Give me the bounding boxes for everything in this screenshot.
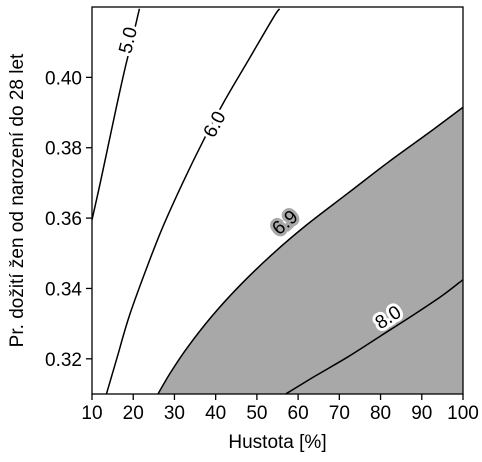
shaded-region [157,107,463,394]
plot-frame [91,6,464,395]
contour-line-6-0 [105,8,281,394]
y-tick-label: 0.36 [45,209,82,230]
x-tick-label: 20 [123,403,144,424]
y-tick-label: 0.32 [45,350,82,371]
x-tick-label: 90 [411,403,432,424]
x-tick-label: 60 [288,403,309,424]
contour-line-8-0 [285,279,463,394]
contour-line-5-0 [92,8,141,221]
contour-label-6-0: 6.0 [200,108,231,141]
x-tick-label: 10 [81,403,102,424]
x-tick-label: 50 [246,403,267,424]
y-axis: 0.32 0.34 0.36 0.38 0.40 [45,68,92,371]
x-tick-label: 70 [329,403,350,424]
x-axis-title: Hustota [%] [228,432,326,453]
x-tick-label: 100 [447,403,479,424]
x-tick-label: 40 [205,403,226,424]
x-tick-label: 80 [370,403,391,424]
contour-lines-layer [92,8,463,394]
y-tick-label: 0.38 [45,139,82,160]
y-tick-label: 0.40 [45,68,82,89]
y-tick-label: 0.34 [45,279,82,300]
shaded-region-layer [157,107,463,394]
y-axis-title: Pr. dožití žen od narození do 28 let [7,53,28,347]
x-axis: 10 20 30 40 50 60 70 80 90 100 [81,394,479,424]
contour-label-5-0: 5.0 [115,25,142,56]
contour-line-6-9 [157,106,463,394]
x-tick-label: 30 [164,403,185,424]
